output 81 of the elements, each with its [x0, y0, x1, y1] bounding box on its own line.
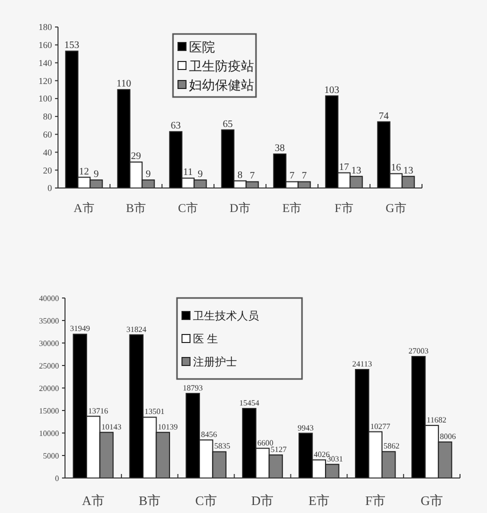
legend-label: 卫生防疫站: [189, 58, 254, 74]
legend-label: 卫生技术人员: [193, 310, 259, 323]
data-label: 18793: [182, 383, 203, 392]
x-tick-label: A市: [74, 201, 94, 215]
data-label: 8006: [440, 432, 456, 441]
data-label: 31824: [126, 324, 146, 334]
data-label: 5127: [270, 444, 287, 454]
data-label: 31949: [70, 324, 90, 334]
y-tick-label: 40: [43, 147, 52, 158]
y-tick-label: 20: [43, 165, 52, 176]
x-tick-label: B市: [126, 201, 146, 215]
data-label: 7: [302, 170, 307, 182]
x-tick-label: G市: [420, 493, 443, 508]
data-label: 29: [131, 151, 141, 162]
y-tick-label: 0: [55, 474, 59, 483]
data-label: 12: [79, 166, 89, 178]
x-tick-label: C市: [195, 493, 217, 508]
data-label: 10143: [101, 422, 122, 432]
data-label: 8: [238, 170, 242, 181]
data-label: 63: [170, 120, 181, 132]
legend-label: 医院: [189, 39, 215, 54]
x-tick-label: D市: [251, 493, 274, 508]
data-label: 110: [116, 78, 132, 90]
y-tick-label: 180: [38, 22, 52, 32]
x-tick-label: G市: [386, 201, 406, 215]
data-label: 9: [198, 168, 203, 180]
data-label: 9943: [298, 423, 314, 432]
data-label: 27003: [408, 346, 429, 356]
legend-label: 妇幼保健站: [189, 77, 254, 92]
x-tick-label: D市: [230, 201, 250, 215]
y-tick-label: 40000: [39, 294, 59, 303]
data-label: 13716: [88, 406, 108, 416]
y-tick-label: 5000: [43, 451, 59, 460]
y-tick-label: 160: [38, 40, 52, 50]
data-label: 4026: [314, 450, 330, 459]
x-tick-label: B市: [138, 493, 160, 508]
y-tick-label: 100: [38, 94, 52, 104]
x-tick-label: E市: [308, 493, 330, 508]
y-tick-label: 120: [38, 76, 52, 86]
data-label: 3031: [327, 454, 344, 464]
data-label: 13: [403, 165, 414, 176]
y-tick-label: 80: [43, 112, 52, 122]
data-label: 13501: [144, 407, 164, 416]
data-label: 7: [250, 170, 255, 182]
x-tick-label: E市: [282, 201, 302, 215]
y-tick-label: 60: [43, 129, 52, 140]
data-label: 38: [274, 143, 285, 154]
data-label: 7: [290, 170, 294, 182]
y-tick-label: 10000: [39, 428, 59, 438]
data-label: 153: [64, 40, 80, 52]
y-tick-label: 15000: [39, 406, 59, 416]
data-label: 11682: [426, 415, 446, 424]
y-tick-label: 30000: [39, 338, 59, 348]
data-label: 6600: [257, 438, 274, 448]
data-label: 8456: [200, 430, 217, 439]
data-label: 5835: [214, 442, 230, 451]
legend-label: 医 生: [193, 334, 218, 346]
data-label: 11: [183, 167, 193, 178]
data-label: 10139: [158, 422, 178, 432]
data-label: 10277: [370, 422, 390, 431]
data-label: 74: [378, 110, 389, 122]
y-tick-label: 25000: [39, 361, 59, 370]
legend-label: 注册护士: [193, 356, 237, 369]
data-label: 24113: [352, 360, 372, 368]
data-label: 5862: [383, 442, 400, 451]
x-tick-label: F市: [365, 493, 386, 508]
data-label: 13: [351, 165, 362, 176]
y-tick-label: 20000: [39, 384, 59, 393]
x-tick-label: A市: [82, 493, 104, 508]
data-label: 17: [339, 162, 349, 173]
data-label: 65: [222, 118, 233, 130]
x-tick-label: F市: [334, 201, 354, 215]
data-label: 9: [146, 168, 151, 180]
data-label: 15454: [239, 398, 260, 408]
data-label: 103: [324, 84, 340, 96]
x-tick-label: C市: [178, 201, 198, 215]
y-tick-label: 140: [38, 58, 52, 68]
y-tick-label: 35000: [39, 316, 59, 326]
y-tick-label: 0: [48, 183, 52, 194]
data-label: 16: [391, 162, 401, 174]
data-label: 9: [94, 168, 99, 180]
